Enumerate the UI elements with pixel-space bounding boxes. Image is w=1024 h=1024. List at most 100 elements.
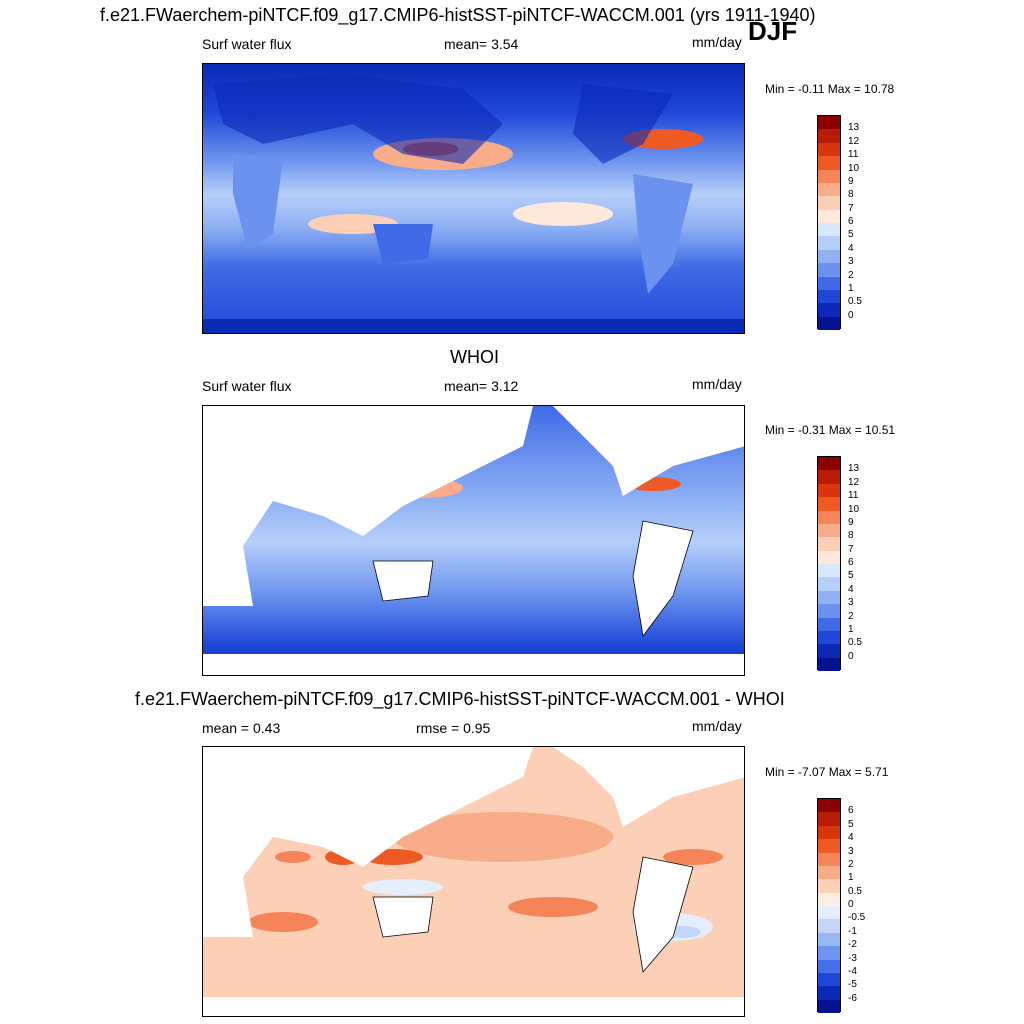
panel3-land-west	[203, 747, 533, 937]
colorbar-swatch	[818, 932, 840, 947]
colorbar-tick-label: -4	[848, 965, 857, 977]
colorbar-tick-label: 13	[848, 122, 860, 134]
colorbar-swatch	[818, 879, 840, 893]
colorbar-swatch	[818, 510, 840, 524]
colorbar-swatch	[818, 617, 840, 631]
colorbar-tick-label: 0	[848, 309, 854, 321]
colorbar-swatch	[818, 630, 840, 645]
colorbar-tick-label: 12	[848, 476, 860, 488]
colorbar-swatch	[818, 129, 840, 143]
colorbar-swatch	[818, 523, 840, 538]
colorbar-tick-label: -1	[848, 925, 857, 937]
panel2-units: mm/day	[692, 376, 742, 392]
colorbar-swatch	[818, 604, 840, 618]
colorbar-swatch	[818, 142, 840, 157]
colorbar-swatch	[818, 116, 840, 130]
colorbar-tick-label: 5	[848, 818, 854, 830]
colorbar-tick-label: 7	[848, 202, 854, 214]
panel3-minmax: Min = -7.07 Max = 5.71	[765, 765, 889, 779]
colorbar-tick-label: 6	[848, 805, 854, 817]
colorbar-tick-label: 0	[848, 899, 854, 910]
colorbar-tick-label: 8	[848, 189, 854, 201]
colorbar-tick-label: 5	[848, 229, 854, 241]
panel3-colorbar	[817, 798, 841, 1013]
panel3-australia	[372, 896, 434, 938]
colorbar-swatch	[818, 249, 840, 264]
colorbar-tick-label: 6	[848, 216, 854, 227]
panel1-spcz	[513, 202, 613, 226]
panel1-eurasia	[213, 74, 503, 164]
colorbar-tick-label: 7	[848, 543, 854, 555]
colorbar-swatch	[818, 959, 840, 973]
colorbar-swatch	[818, 316, 840, 330]
colorbar-swatch	[818, 906, 840, 920]
colorbar-tick-label: 2	[848, 269, 854, 281]
panel1-africa	[233, 154, 283, 249]
colorbar-tick-label: 2	[848, 858, 854, 870]
colorbar-swatch	[818, 852, 840, 866]
panel2-colorbar	[817, 456, 841, 671]
colorbar-swatch	[818, 799, 840, 813]
colorbar-tick-label: 0.5	[848, 885, 862, 897]
colorbar-tick-label: -5	[848, 979, 857, 991]
panel1-colorbar	[817, 115, 841, 330]
colorbar-swatch	[818, 946, 840, 960]
colorbar-tick-label: 3	[848, 597, 854, 609]
panel1-north-america	[573, 84, 673, 164]
panel2-mean: mean= 3.12	[444, 378, 519, 394]
panel2-map-svg	[203, 406, 744, 675]
panel3-indian-south	[248, 912, 318, 932]
colorbar-swatch	[818, 263, 840, 277]
panel2-antarctica	[203, 654, 744, 675]
colorbar-tick-label: 10	[848, 162, 860, 174]
panel3-south-pacific	[508, 897, 598, 917]
panel3-pacific-band	[393, 812, 613, 862]
panel1-antarctica	[203, 319, 744, 333]
colorbar-swatch	[818, 483, 840, 498]
colorbar-swatch	[818, 169, 840, 183]
panel3-mean: mean = 0.43	[202, 720, 281, 736]
colorbar-swatch	[818, 972, 840, 987]
colorbar-tick-label: 11	[848, 149, 859, 161]
colorbar-tick-label: 0.5	[848, 637, 862, 649]
panel3-arabian-sea	[275, 851, 311, 863]
panel1-map-svg	[203, 64, 744, 333]
colorbar-tick-label: 1	[848, 872, 854, 884]
colorbar-tick-label: 4	[848, 242, 854, 254]
panel3-title: f.e21.FWaerchem-piNTCF.f09_g17.CMIP6-his…	[135, 689, 785, 709]
panel1-minmax: Min = -0.11 Max = 10.78	[765, 82, 895, 96]
panel3-units: mm/day	[692, 718, 742, 734]
panel1-variable: Surf water flux	[202, 36, 292, 52]
colorbar-swatch	[818, 182, 840, 197]
colorbar-tick-label: -3	[848, 952, 857, 964]
panel1-mean: mean= 3.54	[444, 36, 519, 52]
colorbar-swatch	[818, 644, 840, 658]
panel3-map	[202, 746, 745, 1017]
panel3-land-north-america	[553, 747, 744, 827]
colorbar-swatch	[818, 470, 840, 484]
colorbar-tick-label: 4	[848, 832, 854, 844]
colorbar-swatch	[818, 812, 840, 826]
colorbar-tick-label: 5	[848, 570, 854, 582]
colorbar-tick-label: 10	[848, 503, 860, 515]
panel3-south-america	[632, 856, 694, 973]
panel2-south-america	[632, 520, 694, 637]
colorbar-swatch	[818, 825, 840, 840]
colorbar-swatch	[818, 839, 840, 853]
panel1-south-america	[633, 174, 693, 294]
panel3-indian-neg	[363, 879, 443, 895]
colorbar-swatch	[818, 986, 840, 1000]
panel1-map	[202, 63, 745, 334]
colorbar-swatch	[818, 303, 840, 317]
colorbar-tick-label: 4	[848, 583, 854, 595]
panel3-antarctica	[203, 997, 744, 1016]
panel2-title: WHOI	[450, 347, 499, 367]
panel1-title: f.e21.FWaerchem-piNTCF.f09_g17.CMIP6-his…	[100, 5, 816, 25]
colorbar-tick-label: -2	[848, 939, 857, 951]
colorbar-swatch	[818, 550, 840, 564]
colorbar-tick-label: 9	[848, 516, 854, 528]
panel2-australia	[372, 560, 434, 602]
panel2-minmax: Min = -0.31 Max = 10.51	[765, 423, 896, 437]
colorbar-tick-label: 13	[848, 463, 860, 475]
panel1-units: mm/day	[692, 34, 742, 50]
